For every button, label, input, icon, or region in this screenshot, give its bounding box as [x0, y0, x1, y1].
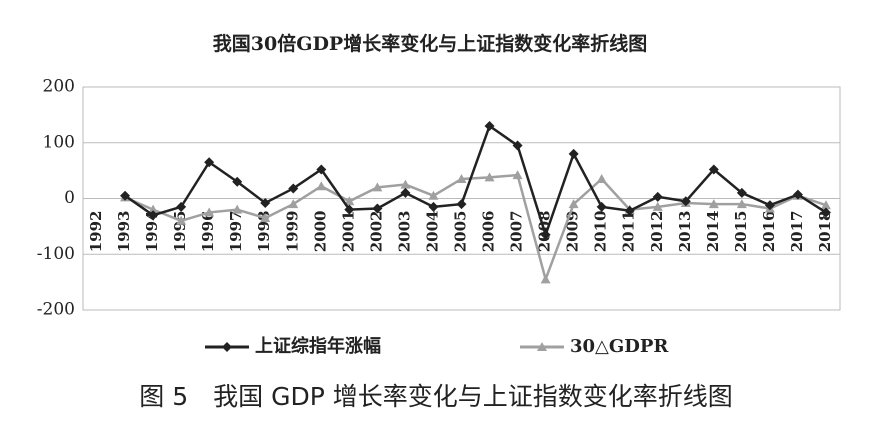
point [176, 215, 187, 225]
y-tick-label: -100 [37, 244, 75, 264]
point [596, 201, 607, 212]
point [568, 199, 579, 209]
caption: 图 5 我国 GDP 增长率变化与上证指数变化率折线图 [139, 382, 732, 411]
point [176, 201, 187, 212]
y-tick-label: 100 [43, 132, 75, 152]
point [372, 203, 383, 214]
point [537, 342, 547, 351]
y-tick-label: 200 [43, 77, 75, 97]
point [736, 187, 747, 198]
x-tick-label: 1996 [199, 211, 217, 253]
point [708, 199, 719, 209]
point [344, 196, 355, 206]
x-tick-label: 2016 [760, 211, 778, 253]
point [400, 179, 411, 189]
point [222, 342, 232, 352]
point [512, 170, 523, 180]
x-tick-label: 2006 [480, 211, 498, 253]
point [204, 157, 215, 168]
x-tick-label: 2010 [592, 211, 610, 253]
x-tick-label: 2011 [620, 211, 638, 253]
point [232, 176, 243, 187]
series-line [124, 124, 827, 239]
x-tick-label: 1993 [115, 211, 133, 253]
x-tick-label: 1994 [143, 211, 161, 253]
point [260, 197, 271, 208]
x-tick-label: 2009 [564, 211, 582, 253]
x-tick-label: 2002 [367, 211, 385, 253]
point [792, 189, 803, 200]
point [652, 201, 663, 211]
point [736, 199, 747, 209]
point [232, 204, 243, 214]
x-tick-label: 2007 [508, 211, 526, 253]
x-tick-label: 2003 [395, 211, 413, 253]
point [540, 229, 551, 240]
series-line [124, 173, 827, 284]
point [708, 164, 719, 175]
point [624, 205, 635, 216]
legend-label: 上证综指年涨幅 [255, 335, 381, 357]
point [400, 187, 411, 198]
point [680, 196, 691, 207]
x-tick-label: 2000 [311, 211, 329, 253]
x-tick-label: 2015 [732, 211, 750, 253]
x-tick-label: 1999 [283, 211, 301, 253]
point [344, 204, 355, 215]
point [764, 200, 775, 211]
point [316, 181, 327, 191]
point [120, 190, 131, 201]
point [428, 190, 439, 200]
y-tick-label: -200 [37, 300, 75, 320]
chart-title: 我国30倍GDP增长率变化与上证指数变化率折线图 [213, 32, 647, 55]
point [288, 199, 299, 209]
point [820, 200, 831, 210]
point [820, 207, 831, 218]
point [148, 210, 159, 221]
x-tick-label: 2004 [423, 211, 441, 253]
x-tick-label: 2001 [339, 211, 357, 253]
x-tick-label: 2013 [676, 211, 694, 253]
x-tick-label: 2018 [816, 211, 834, 253]
point [204, 207, 215, 217]
y-tick-label: 0 [64, 188, 75, 208]
point [316, 164, 327, 175]
x-tick-label: 2005 [452, 211, 470, 253]
point [372, 182, 383, 192]
point [512, 140, 523, 151]
point [652, 191, 663, 202]
point [456, 173, 467, 183]
legend-label: 30△GDPR [570, 336, 669, 357]
point [148, 204, 159, 214]
point [484, 172, 495, 182]
point [428, 201, 439, 212]
point [456, 199, 467, 210]
point [288, 183, 299, 194]
point [260, 213, 271, 223]
x-tick-label: 2014 [704, 211, 722, 253]
point [540, 274, 551, 284]
point [568, 148, 579, 159]
x-tick-label: 1992 [87, 211, 105, 253]
x-tick-label: 2012 [648, 211, 666, 253]
x-tick-label: 2017 [788, 211, 806, 253]
point [596, 173, 607, 183]
x-tick-label: 1997 [227, 211, 245, 253]
point [484, 121, 495, 132]
